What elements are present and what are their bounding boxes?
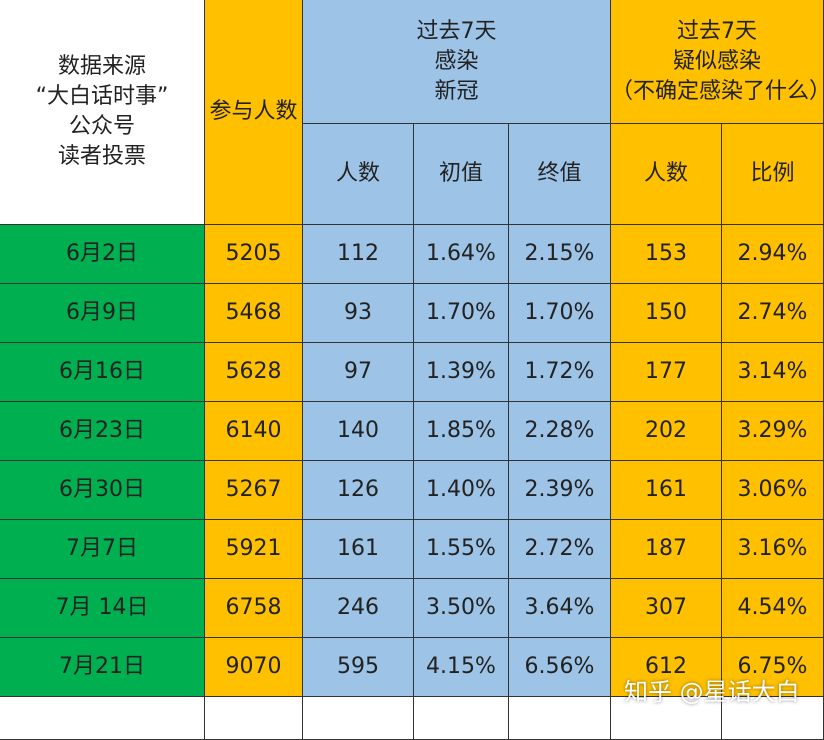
data-cell: 612 [611, 638, 722, 697]
row-label: 6月23日 [0, 402, 205, 461]
data-cell: 5468 [205, 284, 303, 343]
data-cell: 161 [611, 461, 722, 520]
header-line: （不确定感染了什么） [611, 78, 824, 104]
sub-header: 终值 [509, 124, 611, 225]
sub-header: 初值 [414, 124, 509, 225]
empty-cell [0, 697, 205, 740]
row-label: 6月30日 [0, 461, 205, 520]
data-cell: 307 [611, 579, 722, 638]
header-line: 过去7天 [416, 18, 497, 44]
data-cell: 5267 [205, 461, 303, 520]
empty-cell [509, 697, 611, 740]
data-cell: 1.72% [509, 343, 611, 402]
data-cell: 5628 [205, 343, 303, 402]
header-line: 读者投票 [57, 144, 146, 169]
data-cell: 202 [611, 402, 722, 461]
data-cell: 177 [611, 343, 722, 402]
data-cell: 3.06% [722, 461, 824, 520]
suspected-header: 过去7天疑似感染 （不确定感染了什么） [611, 0, 824, 124]
row-label: 6月16日 [0, 343, 205, 402]
data-cell: 5921 [205, 520, 303, 579]
data-cell: 4.15% [414, 638, 509, 697]
data-cell: 1.64% [414, 225, 509, 284]
data-cell: 161 [303, 520, 414, 579]
empty-cell [414, 697, 509, 740]
data-cell: 246 [303, 579, 414, 638]
data-cell: 1.70% [509, 284, 611, 343]
data-cell: 150 [611, 284, 722, 343]
data-cell: 4.54% [722, 579, 824, 638]
data-cell: 93 [303, 284, 414, 343]
data-cell: 9070 [205, 638, 303, 697]
watermark: 知乎 @星话大白 [624, 678, 800, 706]
data-cell: 2.72% [509, 520, 611, 579]
data-cell: 2.74% [722, 284, 824, 343]
data-cell: 153 [611, 225, 722, 284]
row-label: 7月7日 [0, 520, 205, 579]
header-line: 数据来源 [57, 54, 146, 79]
header-lines: 过去7天疑似感染 （不确定感染了什么） [611, 17, 824, 107]
data-cell: 6.56% [509, 638, 611, 697]
data-cell: 1.70% [414, 284, 509, 343]
data-cell: 1.85% [414, 402, 509, 461]
confirmed-header: 过去7天感染新冠 [303, 0, 611, 124]
sub-header: 比例 [722, 124, 824, 225]
data-cell: 1.55% [414, 520, 509, 579]
header-line: 新冠 [434, 78, 479, 104]
data-cell: 2.39% [509, 461, 611, 520]
row-label: 7月21日 [0, 638, 205, 697]
header-lines: 过去7天感染新冠 [417, 17, 497, 107]
data-cell: 187 [611, 520, 722, 579]
empty-cell [303, 697, 414, 740]
empty-cell [205, 697, 303, 740]
data-cell: 6.75% [722, 638, 824, 697]
data-cell: 1.39% [414, 343, 509, 402]
data-cell: 3.64% [509, 579, 611, 638]
row-label: 6月2日 [0, 225, 205, 284]
header-line: 感染 [434, 48, 479, 74]
data-cell: 112 [303, 225, 414, 284]
header-line: 疑似感染 [672, 48, 761, 74]
data-cell: 595 [303, 638, 414, 697]
data-cell: 3.14% [722, 343, 824, 402]
header-line: “大白话时事” [35, 84, 169, 109]
source-header: 数据来源 “大白话时事” 公众号读者投票 [0, 0, 205, 225]
data-cell: 126 [303, 461, 414, 520]
data-cell: 6140 [205, 402, 303, 461]
data-cell: 3.29% [722, 402, 824, 461]
data-cell: 6758 [205, 579, 303, 638]
data-cell: 3.50% [414, 579, 509, 638]
sub-header: 人数 [611, 124, 722, 225]
data-cell: 2.28% [509, 402, 611, 461]
data-cell: 97 [303, 343, 414, 402]
sub-header: 人数 [303, 124, 414, 225]
data-cell: 3.16% [722, 520, 824, 579]
row-label: 6月9日 [0, 284, 205, 343]
data-cell: 5205 [205, 225, 303, 284]
header-line: 过去7天 [677, 18, 757, 44]
header-lines: 数据来源 “大白话时事” 公众号读者投票 [36, 52, 169, 172]
row-label: 7月 14日 [0, 579, 205, 638]
participants-header: 参与人数 [205, 0, 303, 225]
data-cell: 2.94% [722, 225, 824, 284]
header-line: 公众号 [68, 114, 135, 139]
data-cell: 1.40% [414, 461, 509, 520]
data-cell: 2.15% [509, 225, 611, 284]
data-cell: 140 [303, 402, 414, 461]
